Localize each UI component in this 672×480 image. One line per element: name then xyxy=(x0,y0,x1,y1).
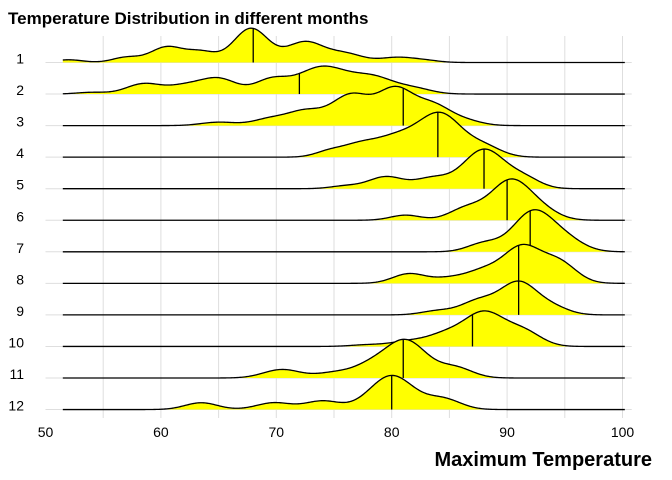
ridge-month-10 xyxy=(62,310,625,348)
ridge-month-5 xyxy=(62,148,625,190)
ridge-fill xyxy=(62,209,625,252)
y-tick-label: 3 xyxy=(16,114,24,130)
ridge-line xyxy=(62,65,625,95)
ridge-fill xyxy=(62,244,625,284)
ridge-line xyxy=(62,27,625,64)
y-tick-label: 7 xyxy=(16,240,24,256)
y-tick-label: 12 xyxy=(8,398,24,414)
chart-title: Temperature Distribution in different mo… xyxy=(8,9,368,28)
ridge-fill xyxy=(62,310,625,347)
y-tick-label: 4 xyxy=(16,145,24,161)
y-tick-label: 11 xyxy=(9,366,24,382)
ridge-line xyxy=(62,85,625,127)
ridge-line xyxy=(62,374,625,411)
ridge-month-9 xyxy=(62,280,625,316)
y-tick-label: 9 xyxy=(16,303,24,319)
ridge-fill xyxy=(62,375,625,410)
x-axis-label: Maximum Temperature xyxy=(435,449,652,471)
ridge-month-7 xyxy=(62,209,625,253)
ridge-line xyxy=(62,280,625,316)
x-tick-label: 50 xyxy=(38,424,54,440)
y-tick-label: 8 xyxy=(16,271,24,287)
x-tick-label: 90 xyxy=(499,424,515,440)
ridge-fill xyxy=(62,178,625,221)
ridge-line xyxy=(62,148,625,190)
ridge-line xyxy=(62,243,625,284)
ridge-fill xyxy=(62,86,625,126)
ridge-line xyxy=(62,338,625,379)
ridge-month-1 xyxy=(62,27,625,64)
x-tick-label: 60 xyxy=(153,424,169,440)
ridge-fill xyxy=(62,66,625,95)
ridge-line xyxy=(62,209,625,253)
x-tick-label: 100 xyxy=(611,424,635,440)
ridge-fill xyxy=(62,28,625,63)
x-tick-label: 80 xyxy=(384,424,400,440)
ridge-month-6 xyxy=(62,178,625,221)
x-tick-labels: 50 60 70 80 90 100 xyxy=(38,424,635,440)
ridge-month-12 xyxy=(62,374,625,411)
x-tick-label: 70 xyxy=(269,424,285,440)
ridge-month-4 xyxy=(62,111,625,158)
y-tick-label: 5 xyxy=(16,177,24,193)
ridges xyxy=(62,27,625,411)
ridge-line xyxy=(62,178,625,221)
ridge-fill xyxy=(62,281,625,315)
y-tick-label: 6 xyxy=(16,208,24,224)
y-tick-label: 10 xyxy=(8,334,24,350)
y-tick-label: 1 xyxy=(16,51,24,67)
ridge-month-8 xyxy=(62,243,625,284)
ridge-line xyxy=(62,310,625,348)
y-tick-label: 2 xyxy=(16,82,24,98)
ridge-month-11 xyxy=(62,338,625,379)
ridge-line xyxy=(62,111,625,158)
ridge-fill xyxy=(62,339,625,378)
ridge-month-3 xyxy=(62,85,625,127)
ridge-month-2 xyxy=(62,65,625,95)
ridge-fill xyxy=(62,112,625,158)
